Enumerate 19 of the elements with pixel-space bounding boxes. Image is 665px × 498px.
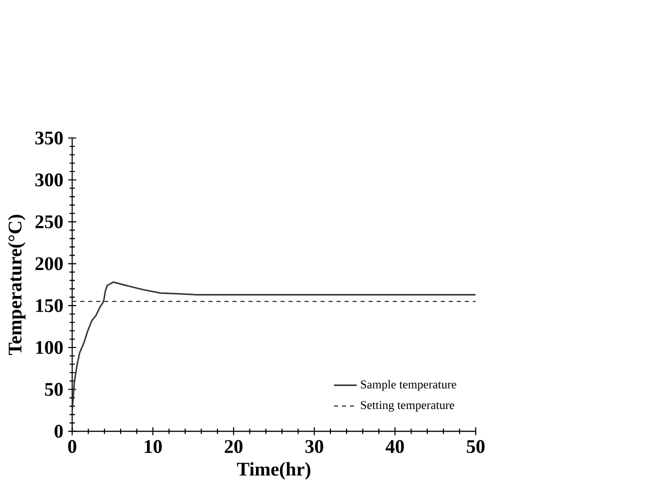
x-tick-label: 10 [144, 440, 162, 454]
x-tick-label: 40 [386, 440, 404, 454]
y-tick-label: 350 [35, 132, 63, 145]
x-tick-label: 0 [68, 440, 76, 454]
line-series [72, 281, 476, 412]
y-tick-label: 200 [35, 257, 63, 270]
y-tick-label: 300 [35, 173, 63, 186]
legend-label: Setting temperature [360, 401, 454, 412]
y-tick-label: 0 [54, 424, 63, 438]
y-tick-label: 150 [36, 299, 63, 312]
x-tick-label: 20 [224, 440, 242, 454]
y-tick-label: 100 [36, 341, 63, 354]
y-tick-label: 50 [45, 382, 63, 396]
y-tick-label: 250 [35, 215, 63, 228]
y-axis-title: Temperature(°C) [8, 214, 26, 356]
x-tick-label: 50 [466, 440, 485, 454]
legend-label: Sample temperature [360, 380, 456, 392]
x-tick-label: 30 [305, 440, 324, 454]
x-axis-title: Time(hr) [237, 462, 310, 480]
